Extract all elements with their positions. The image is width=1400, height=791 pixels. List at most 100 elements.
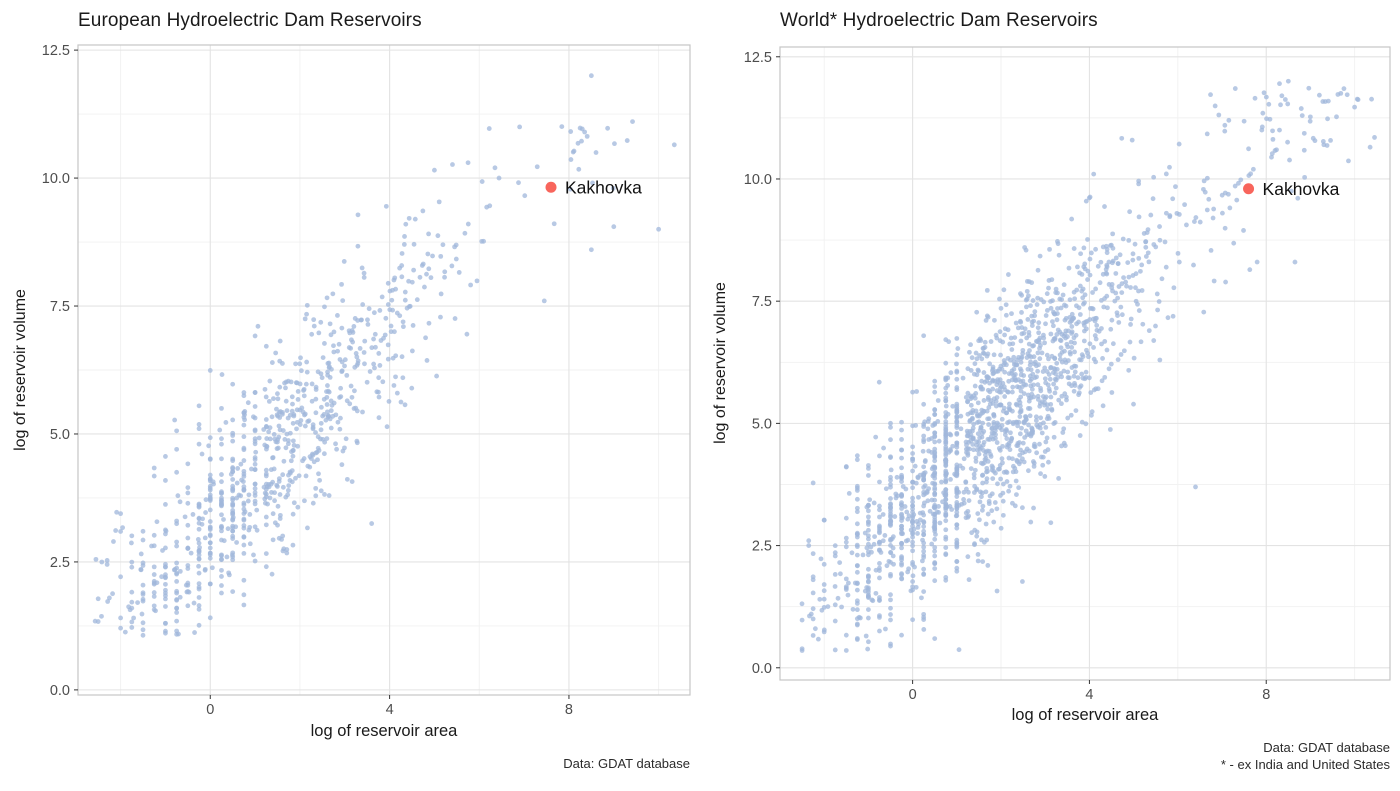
data-point xyxy=(1108,326,1114,332)
data-point xyxy=(910,479,916,485)
data-point xyxy=(980,503,986,509)
data-point xyxy=(990,377,996,383)
data-point xyxy=(207,532,213,538)
data-point xyxy=(1247,267,1253,273)
data-point xyxy=(1220,210,1225,216)
data-point xyxy=(1087,317,1093,322)
data-point xyxy=(899,437,904,442)
data-point xyxy=(1097,280,1103,286)
data-point xyxy=(910,539,916,545)
data-point xyxy=(174,597,180,602)
data-point xyxy=(317,477,323,483)
data-point xyxy=(92,618,98,624)
data-point xyxy=(912,463,918,469)
data-point xyxy=(428,275,434,281)
data-point xyxy=(340,298,346,303)
data-point xyxy=(932,536,938,542)
data-point xyxy=(290,542,296,548)
data-point xyxy=(1143,244,1149,250)
data-point xyxy=(1050,323,1056,329)
data-point xyxy=(965,452,971,458)
data-point xyxy=(326,493,332,498)
data-point xyxy=(247,512,253,517)
data-point xyxy=(845,592,851,598)
data-point xyxy=(426,231,431,237)
data-point xyxy=(177,568,183,574)
data-point xyxy=(910,456,916,462)
data-point xyxy=(129,599,135,605)
data-point xyxy=(932,453,938,459)
data-point xyxy=(1017,414,1023,419)
data-point xyxy=(912,564,917,570)
data-point xyxy=(241,602,247,608)
x-axis-tick-label: 4 xyxy=(386,702,394,718)
data-point xyxy=(989,508,995,514)
data-point xyxy=(888,484,893,490)
data-point xyxy=(975,400,981,406)
data-point xyxy=(821,588,827,594)
data-point xyxy=(1211,278,1217,284)
data-point xyxy=(984,287,990,293)
data-point xyxy=(943,505,949,511)
data-point xyxy=(449,263,455,269)
data-point xyxy=(1017,366,1023,372)
data-point xyxy=(1018,447,1023,453)
data-point xyxy=(1146,328,1152,334)
data-point xyxy=(1012,335,1018,340)
caption-data-source: Data: GDAT database * - ex India and Uni… xyxy=(1221,740,1390,773)
data-point xyxy=(1093,246,1098,252)
data-point xyxy=(364,379,370,385)
data-point xyxy=(899,479,904,484)
data-point xyxy=(1018,359,1024,365)
data-point xyxy=(992,317,997,323)
x-axis-label: log of reservoir area xyxy=(1011,706,1159,724)
data-point xyxy=(982,457,988,462)
data-point xyxy=(890,534,896,540)
data-point xyxy=(1085,350,1090,356)
data-point xyxy=(1201,178,1207,184)
data-point xyxy=(1119,281,1125,287)
data-point xyxy=(1083,421,1089,427)
data-point xyxy=(331,343,336,349)
data-point xyxy=(196,549,202,555)
data-point xyxy=(932,458,938,464)
data-point xyxy=(981,398,987,403)
data-point xyxy=(995,379,1001,385)
data-point xyxy=(1102,339,1108,344)
data-point xyxy=(401,242,407,247)
data-point xyxy=(810,551,816,557)
data-point xyxy=(888,641,893,647)
data-point xyxy=(1104,264,1110,270)
data-point xyxy=(1003,312,1009,318)
data-point xyxy=(849,550,855,556)
data-point xyxy=(866,473,871,478)
data-point xyxy=(453,256,459,262)
data-point xyxy=(1086,354,1091,360)
data-point xyxy=(1054,332,1060,337)
data-point xyxy=(1011,354,1017,360)
y-axis-tick-label: 2.5 xyxy=(752,539,772,555)
data-point xyxy=(409,279,415,285)
data-point xyxy=(1048,520,1054,526)
data-point xyxy=(799,648,805,653)
data-point xyxy=(309,451,315,457)
data-point xyxy=(226,570,232,576)
data-point xyxy=(430,253,435,259)
data-point xyxy=(799,617,805,623)
data-point xyxy=(832,584,838,589)
data-point xyxy=(932,504,938,510)
data-point xyxy=(1031,443,1037,449)
data-point xyxy=(174,560,180,566)
data-point xyxy=(129,559,135,565)
data-point xyxy=(219,491,224,496)
data-point xyxy=(207,519,213,524)
data-point xyxy=(1106,366,1112,372)
data-point xyxy=(1167,164,1172,170)
data-point xyxy=(1246,146,1251,152)
data-point xyxy=(366,306,372,312)
data-point xyxy=(219,523,224,529)
data-point xyxy=(327,321,333,327)
data-point xyxy=(196,556,202,562)
data-point xyxy=(151,543,157,549)
data-point xyxy=(899,465,904,471)
